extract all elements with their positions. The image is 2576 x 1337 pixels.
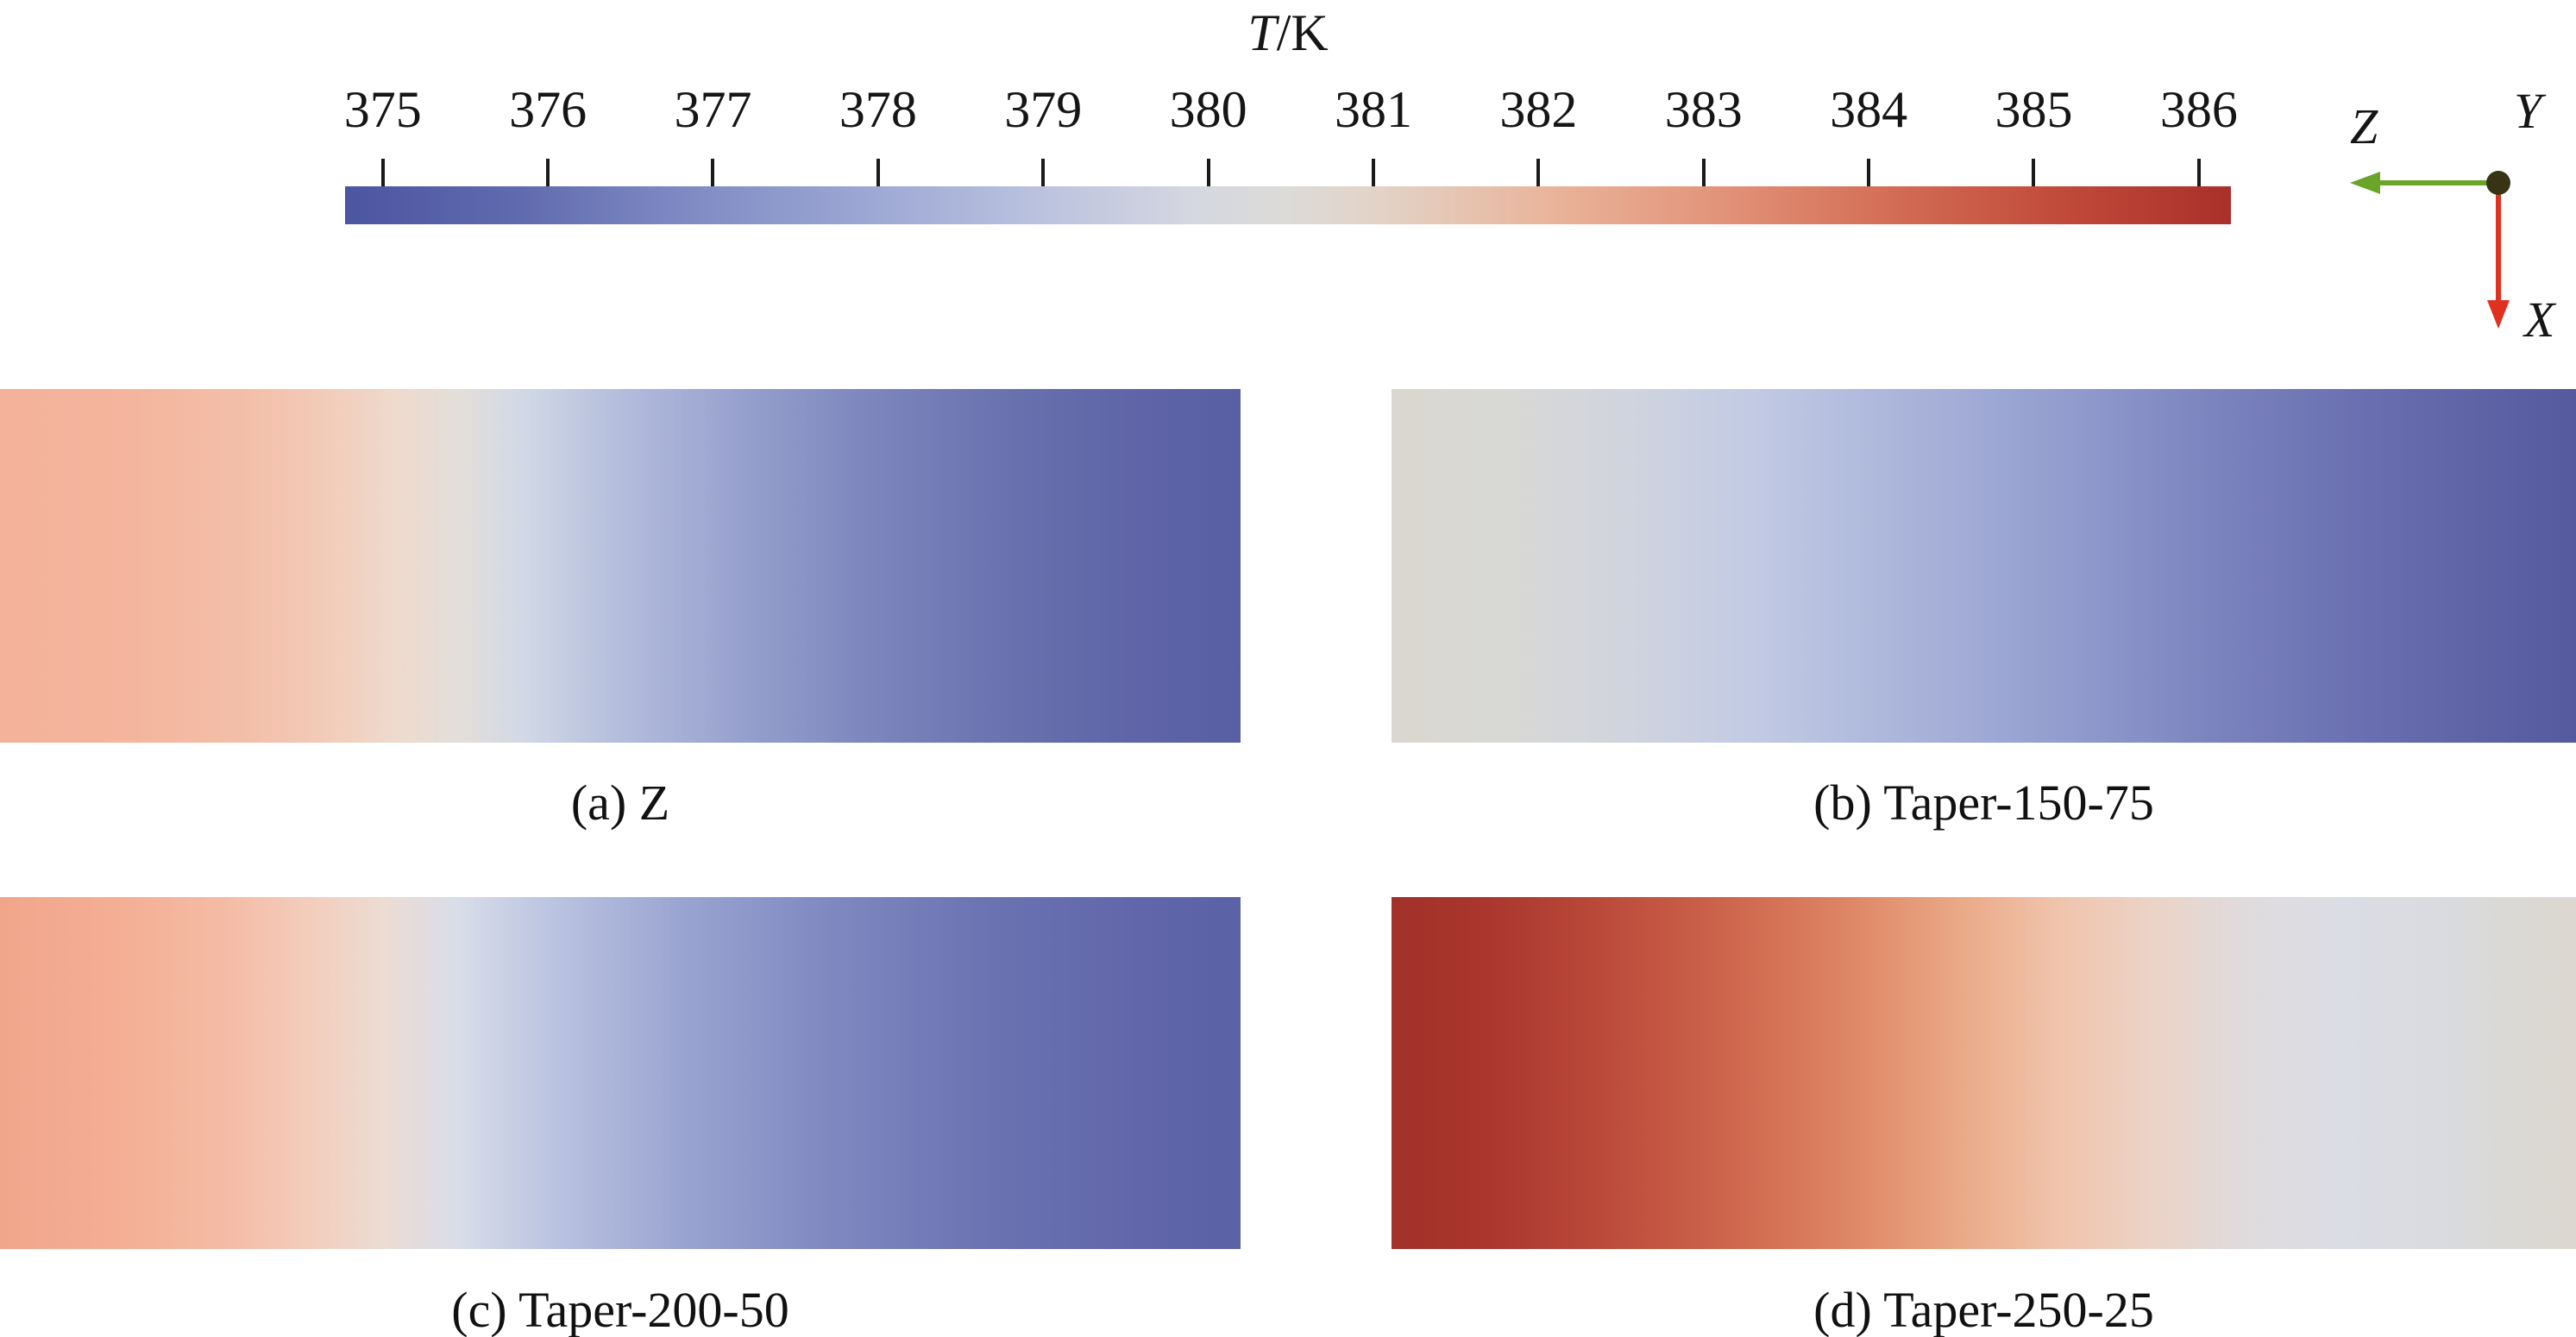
axis-y-label: Y [2514, 83, 2547, 139]
colorbar-tick-label: 382 [1499, 81, 1578, 138]
colorbar-tick-mark [876, 159, 880, 186]
caption-panel-b: (b) Taper-150-75 [1813, 775, 2154, 831]
colorbar-title-unit: /K [1276, 4, 1329, 61]
colorbar-tick-label: 379 [1004, 81, 1083, 138]
colorbar-tick-label: 381 [1334, 81, 1412, 138]
colorbar-tick-mark [546, 159, 550, 186]
contour-panel-d [1392, 897, 2576, 1249]
colorbar-tick-mark [2032, 159, 2036, 186]
orientation-axes-widget: Z Y X [2350, 83, 2557, 348]
colorbar-tick-mark [1041, 159, 1046, 186]
axis-x-label: X [2523, 292, 2557, 348]
colorbar-tick-mark [1206, 159, 1210, 186]
colorbar-tick-label: 384 [1830, 81, 1908, 138]
colorbar-tick-mark [380, 159, 385, 186]
caption-panel-d: (d) Taper-250-25 [1813, 1282, 2154, 1337]
colorbar-tick-label: 383 [1664, 81, 1743, 138]
colorbar-tick-mark [2196, 159, 2201, 186]
caption-panel-c: (c) Taper-200-50 [451, 1282, 789, 1337]
colorbar-title-symbol: T [1247, 4, 1277, 61]
colorbar-tick-mark [1867, 159, 1871, 186]
axis-z-label: Z [2350, 98, 2378, 154]
axis-x-arrowhead [2487, 300, 2510, 329]
colorbar-tick-mark [1371, 159, 1375, 186]
colorbar-tick-label: 386 [2159, 81, 2238, 138]
colorbar-tick-label: 376 [509, 81, 587, 138]
contour-panel-c [0, 897, 1241, 1249]
colorbar-tick-mark [711, 159, 715, 186]
colorbar-tick-label: 385 [1995, 81, 2073, 138]
colorbar-tick-mark [1701, 159, 1706, 186]
contour-panel-a [0, 389, 1241, 743]
colorbar-tick-label: 378 [839, 81, 917, 138]
contour-panel-b [1392, 389, 2576, 743]
caption-panel-a: (a) Z [570, 775, 670, 831]
colorbar-tick-marks [345, 159, 2231, 186]
axis-z-arrowhead [2350, 172, 2380, 194]
colorbar-tick-label: 380 [1169, 81, 1247, 138]
colorbar-tick-label: 377 [674, 81, 752, 138]
colorbar-title: T/K [345, 3, 2231, 62]
colorbar-tick-labels: 375 376 377 378 379 380 381 382 383 384 385 386 [343, 81, 2238, 143]
colorbar-tick-label: 375 [343, 81, 422, 138]
axis-y-origin-dot [2486, 171, 2510, 195]
colorbar-tick-mark [1536, 159, 1541, 186]
colorbar-gradient [345, 186, 2231, 224]
